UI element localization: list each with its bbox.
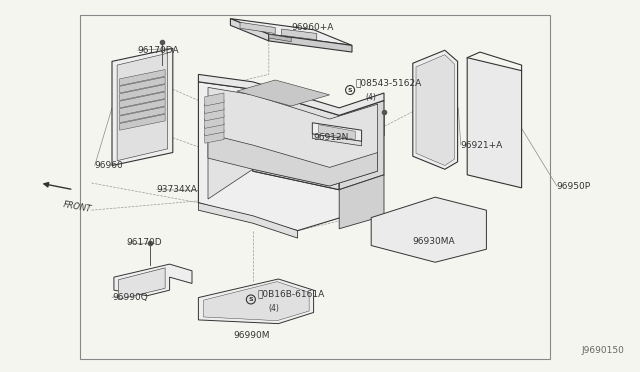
Polygon shape — [205, 130, 224, 143]
Polygon shape — [339, 175, 384, 229]
Polygon shape — [204, 282, 309, 321]
Text: 96921+A: 96921+A — [461, 141, 503, 150]
Polygon shape — [198, 82, 371, 231]
Text: S: S — [248, 297, 253, 302]
Polygon shape — [198, 203, 298, 238]
Polygon shape — [117, 53, 168, 161]
Polygon shape — [208, 134, 378, 186]
Polygon shape — [237, 80, 330, 106]
Text: 96990M: 96990M — [234, 331, 270, 340]
Polygon shape — [118, 268, 165, 299]
Text: 96960: 96960 — [95, 161, 124, 170]
Polygon shape — [269, 34, 352, 52]
Polygon shape — [120, 99, 165, 115]
Polygon shape — [253, 89, 339, 190]
Polygon shape — [120, 84, 165, 100]
Polygon shape — [230, 19, 352, 45]
Text: 93734XA: 93734XA — [157, 185, 198, 194]
Text: 96960+A: 96960+A — [291, 23, 333, 32]
Polygon shape — [205, 100, 224, 113]
Polygon shape — [120, 92, 165, 108]
Text: Ⓢ08543-5162A: Ⓢ08543-5162A — [355, 78, 422, 87]
Polygon shape — [205, 123, 224, 136]
Polygon shape — [208, 87, 378, 199]
Text: Ⓢ0B16B-6161A: Ⓢ0B16B-6161A — [258, 289, 325, 298]
Polygon shape — [416, 55, 454, 166]
Text: 96170D: 96170D — [127, 238, 163, 247]
Text: (4): (4) — [365, 93, 376, 102]
Bar — [80, 15, 550, 359]
Polygon shape — [319, 125, 355, 140]
Text: 96170DA: 96170DA — [138, 46, 179, 55]
Polygon shape — [413, 50, 458, 169]
Polygon shape — [230, 19, 269, 41]
Text: S: S — [348, 87, 353, 93]
Polygon shape — [112, 48, 173, 166]
Polygon shape — [120, 107, 165, 123]
Polygon shape — [114, 264, 192, 296]
Polygon shape — [205, 93, 224, 106]
Polygon shape — [198, 74, 384, 115]
Text: 96990Q: 96990Q — [112, 293, 148, 302]
Text: J9690150: J9690150 — [581, 346, 624, 355]
Text: 96930MA: 96930MA — [413, 237, 456, 246]
Polygon shape — [205, 115, 224, 128]
Polygon shape — [120, 70, 165, 86]
Polygon shape — [120, 114, 165, 130]
Polygon shape — [205, 108, 224, 121]
Text: (4): (4) — [268, 304, 279, 313]
Text: FRONT: FRONT — [63, 200, 93, 214]
Polygon shape — [371, 197, 486, 262]
Polygon shape — [240, 22, 275, 33]
Text: 96912N: 96912N — [314, 133, 349, 142]
Text: 96950P: 96950P — [557, 182, 591, 190]
Polygon shape — [467, 58, 522, 188]
Polygon shape — [269, 34, 291, 42]
Polygon shape — [312, 134, 362, 146]
Polygon shape — [339, 100, 384, 190]
Polygon shape — [312, 123, 362, 141]
Polygon shape — [120, 77, 165, 93]
Polygon shape — [198, 279, 314, 324]
Polygon shape — [282, 29, 317, 40]
